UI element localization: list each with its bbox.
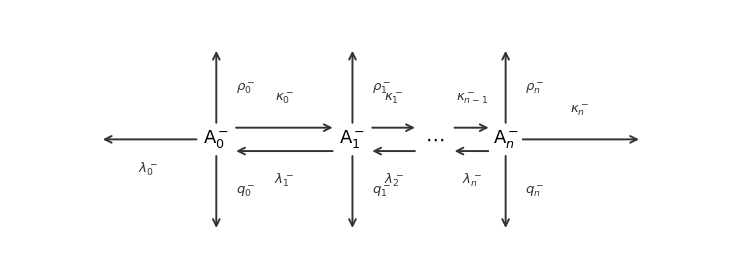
Text: $q_n^-$: $q_n^-$ — [526, 184, 545, 199]
Text: $\mathsf{A}_1^-$: $\mathsf{A}_1^-$ — [340, 128, 365, 150]
Text: $\rho_1^-$: $\rho_1^-$ — [373, 80, 392, 96]
Text: $\lambda_0^-$: $\lambda_0^-$ — [138, 160, 158, 178]
Text: $\kappa_0^-$: $\kappa_0^-$ — [275, 90, 294, 106]
Text: $q_0^-$: $q_0^-$ — [236, 184, 255, 199]
Text: $\kappa_n^-$: $\kappa_n^-$ — [570, 102, 589, 118]
Text: $\rho_n^-$: $\rho_n^-$ — [526, 80, 545, 96]
Text: $q_1^-$: $q_1^-$ — [373, 184, 392, 199]
Text: $\cdots$: $\cdots$ — [425, 130, 444, 149]
Text: $\mathsf{A}_0^-$: $\mathsf{A}_0^-$ — [203, 128, 229, 150]
Text: $\kappa_1^-$: $\kappa_1^-$ — [384, 90, 403, 106]
Text: $\lambda_n^-$: $\lambda_n^-$ — [462, 171, 482, 189]
Text: $\kappa_{n-1}^-$: $\kappa_{n-1}^-$ — [455, 90, 488, 106]
Text: $\mathsf{A}_n^-$: $\mathsf{A}_n^-$ — [493, 128, 519, 150]
Text: $\lambda_1^-$: $\lambda_1^-$ — [274, 171, 294, 189]
Text: $\lambda_2^-$: $\lambda_2^-$ — [384, 171, 404, 189]
Text: $\rho_0^-$: $\rho_0^-$ — [236, 80, 255, 96]
